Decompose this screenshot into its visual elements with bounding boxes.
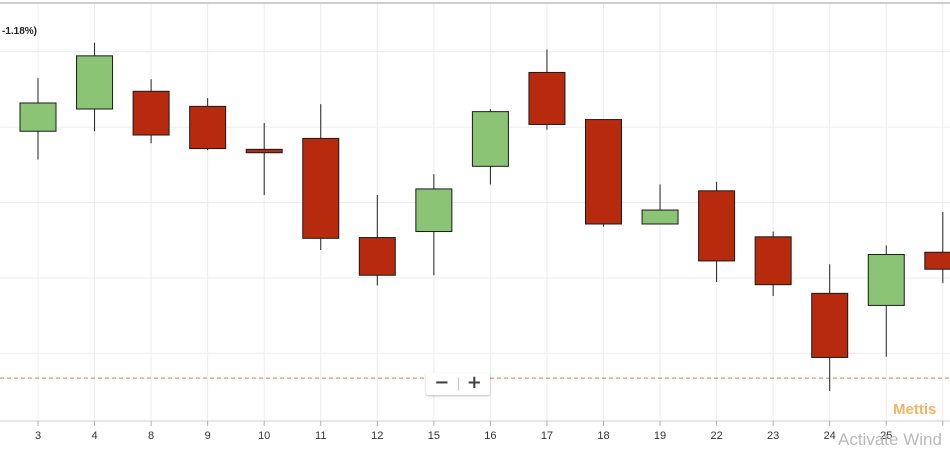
x-tick-label: 23 — [767, 430, 779, 442]
candle — [302, 104, 340, 251]
candle — [76, 42, 114, 132]
x-tick-label: 24 — [824, 430, 836, 442]
candle-body-up — [19, 102, 57, 132]
candle — [415, 174, 453, 276]
candle — [19, 78, 57, 160]
x-tick-label: 25 — [880, 430, 892, 442]
grid-layer — [0, 4, 950, 421]
x-tick-label: 18 — [597, 430, 609, 442]
x-tick-label: 12 — [371, 430, 383, 442]
candle-body-down — [698, 190, 736, 262]
x-tick-label: 9 — [205, 430, 211, 442]
x-tick-label: 22 — [710, 430, 722, 442]
candle-body-up — [471, 111, 509, 167]
x-axis-ticks: 3 4 8 9 10 11 12 15 16 17 18 19 22 23 24 25 — [35, 421, 944, 442]
candle — [924, 211, 950, 284]
x-tick-label: 11 — [315, 430, 326, 442]
candle-body-down — [585, 119, 622, 225]
zoom-in-button[interactable]: + — [466, 372, 482, 393]
zoom-controls: − + — [426, 373, 490, 395]
x-tick-label: 15 — [428, 430, 440, 442]
x-tick-label: 4 — [91, 430, 97, 442]
price-change-label: -1.18%) — [2, 26, 37, 37]
candle-body-down — [189, 105, 227, 150]
x-tick-label: 19 — [654, 430, 666, 442]
x-tick-label: 8 — [148, 430, 154, 442]
candle-body-up — [76, 55, 114, 110]
candle-body-down — [358, 237, 396, 276]
candle — [754, 231, 792, 296]
candle-layer — [19, 42, 950, 391]
candle-body-down — [811, 292, 849, 358]
candle — [132, 79, 170, 144]
candle-body-down — [132, 90, 170, 136]
candle — [585, 119, 622, 227]
brand-watermark: Mettis — [893, 401, 937, 418]
candle-body-up — [415, 188, 453, 233]
x-tick-label: 3 — [35, 430, 41, 442]
candle — [867, 245, 905, 357]
candle — [528, 49, 566, 130]
candle-body-down — [754, 236, 792, 286]
x-tick-label: 16 — [484, 430, 496, 442]
candle-body-down — [528, 71, 566, 125]
candle — [358, 194, 396, 286]
candle-body-down — [924, 251, 950, 270]
candle-body-down — [302, 137, 340, 239]
candle — [698, 181, 736, 283]
zoom-separator — [457, 377, 459, 391]
candle-body-up — [641, 209, 679, 225]
candle-body-down — [245, 148, 283, 154]
os-activation-watermark: Activate Wind — [838, 430, 942, 449]
candle — [189, 98, 227, 151]
candle-body-up — [867, 254, 905, 306]
candle — [641, 184, 679, 225]
x-tick-label: 10 — [258, 430, 270, 442]
candle — [811, 264, 849, 391]
x-tick-label: 17 — [541, 430, 553, 442]
zoom-out-button[interactable]: − — [434, 372, 450, 393]
candle — [245, 122, 283, 195]
candle — [471, 109, 509, 185]
